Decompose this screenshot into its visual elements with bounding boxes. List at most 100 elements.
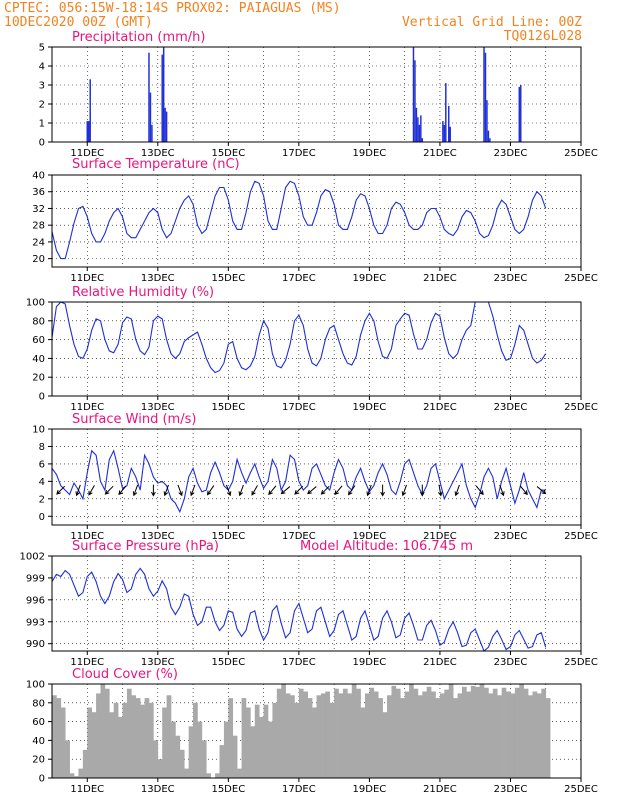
cloud-bar xyxy=(74,776,79,778)
panel-title: Surface Pressure (hPa) xyxy=(72,539,219,554)
cloud-bar xyxy=(131,695,137,778)
wind-vector xyxy=(56,485,66,495)
cloud-bar xyxy=(501,687,507,778)
wind-vector xyxy=(401,484,408,497)
precip-bar xyxy=(487,130,490,142)
cloud-bar xyxy=(96,693,101,778)
y-tick-label: 32 xyxy=(32,204,45,215)
cloud-bar xyxy=(431,691,436,778)
cloud-bar xyxy=(356,688,361,778)
x-tick-label: 17DEC xyxy=(282,148,316,159)
cloud-bar xyxy=(435,698,441,778)
cloud-bar xyxy=(263,704,269,778)
precip-bar xyxy=(418,124,421,142)
y-tick-label: 5 xyxy=(39,43,45,54)
precip-bar xyxy=(421,138,424,142)
wind-vector xyxy=(104,485,114,495)
x-tick-label: 17DEC xyxy=(282,402,316,413)
y-tick-label: 1002 xyxy=(20,552,45,563)
panels: Precipitation (mm/h) 0 1 2 3 4 5 11DEC 13DEC 15DE… xyxy=(20,30,598,795)
y-tick-label: 2 xyxy=(39,100,45,111)
panel-frame xyxy=(51,555,582,652)
cloud-bar xyxy=(373,691,379,778)
cloud-bar xyxy=(461,686,467,778)
cloud-bar xyxy=(52,695,57,778)
cloud-bar xyxy=(470,685,476,778)
x-tick-label: 15DEC xyxy=(211,402,245,413)
cloud-bar xyxy=(91,712,97,778)
y-tick-label: 4 xyxy=(39,477,45,488)
wind-vector xyxy=(238,484,244,497)
wind-vector xyxy=(294,485,304,495)
y-tick-label: 993 xyxy=(26,617,45,628)
cloud-bar xyxy=(488,693,494,778)
y-tick-label: 3 xyxy=(39,81,45,92)
cloud-bar xyxy=(157,759,163,778)
cloud-bar xyxy=(135,698,141,778)
x-tick-label: 11DEC xyxy=(70,402,104,413)
panel-frame xyxy=(51,428,582,526)
cloud-bar xyxy=(215,773,220,778)
y-tick-label: 60 xyxy=(32,335,45,346)
y-tick-label: 40 xyxy=(32,171,45,182)
x-tick-label: 25DEC xyxy=(564,148,598,159)
precip-bar xyxy=(151,124,153,142)
x-tick-label: 15DEC xyxy=(211,531,245,542)
precip-bar xyxy=(164,107,166,142)
cloud-bar xyxy=(272,702,278,778)
y-tick-label: 0 xyxy=(39,138,45,149)
cloud-bar xyxy=(104,688,110,778)
y-tick-label: 80 xyxy=(32,698,45,709)
cloud-bar xyxy=(241,698,247,778)
panel-title: Cloud Cover (%) xyxy=(72,667,178,682)
cloud-bar xyxy=(409,684,414,778)
x-tick-label: 23DEC xyxy=(494,657,528,668)
precip-bar xyxy=(162,47,165,142)
cloud-bar xyxy=(378,698,383,778)
x-tick-label: 21DEC xyxy=(423,402,457,413)
cloud-bar xyxy=(325,691,331,778)
panel-frame xyxy=(51,174,582,268)
cloud-bar xyxy=(422,691,428,778)
cloud-bar xyxy=(545,698,551,778)
x-tick-label: 13DEC xyxy=(141,657,175,668)
cloud-bar xyxy=(510,693,516,778)
wind-vector xyxy=(206,485,215,496)
wind-vector xyxy=(366,484,372,497)
header-line1: CPTEC: 056:15W-18:14S PROX02: PAIAGUAS (… xyxy=(4,1,341,16)
precip-bar xyxy=(445,83,447,142)
cloud-bar xyxy=(113,702,119,778)
y-tick-label: 999 xyxy=(26,573,45,584)
wind-vector xyxy=(163,484,169,497)
x-tick-label: 17DEC xyxy=(282,784,316,795)
y-tick-label: 20 xyxy=(32,373,45,384)
cloud-bar xyxy=(82,749,88,778)
x-tick-label: 25DEC xyxy=(564,273,598,284)
cloud-bar xyxy=(298,688,304,778)
x-tick-label: 17DEC xyxy=(282,657,316,668)
cloud-bar xyxy=(78,768,84,778)
header-line2: 10DEC2020 00Z (GMT) xyxy=(4,15,153,30)
cloud-bar xyxy=(413,688,419,778)
x-tick-label: 17DEC xyxy=(282,273,316,284)
cloud-bar xyxy=(303,691,308,778)
cloud-bar xyxy=(294,702,300,778)
wind-vector xyxy=(190,484,196,497)
y-tick-label: 28 xyxy=(32,221,45,232)
wind-vector xyxy=(88,485,95,496)
series-line xyxy=(51,180,547,260)
wind-vector xyxy=(419,484,425,497)
cloud-bar xyxy=(126,688,132,778)
x-tick-label: 23DEC xyxy=(494,273,528,284)
cloud-bar xyxy=(528,695,533,778)
cloud-bar xyxy=(162,707,167,778)
cloud-bar xyxy=(453,698,458,778)
cloud-bar xyxy=(426,686,432,778)
panel-title: Surface Wind (m/s) xyxy=(72,412,196,427)
cloud-bar xyxy=(320,693,326,778)
precip-bar xyxy=(484,52,487,143)
cloud-bar xyxy=(56,698,62,778)
wind-vector xyxy=(75,484,81,497)
wind-vector xyxy=(536,486,547,495)
cloud-bar xyxy=(219,745,225,778)
